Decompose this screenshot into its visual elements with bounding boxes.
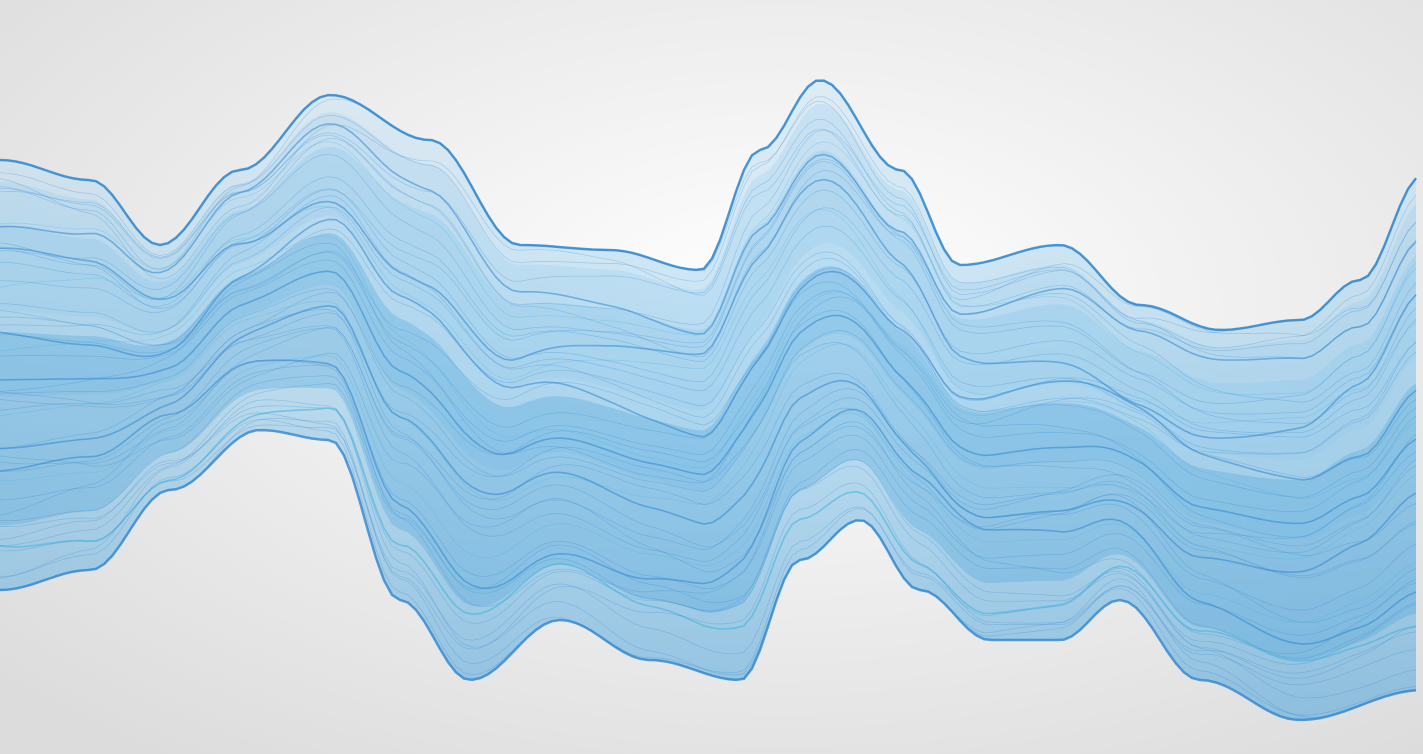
ribbon-strand — [0, 375, 1417, 659]
ribbon-layer — [0, 103, 1416, 461]
ribbon-strand — [0, 251, 1417, 498]
ribbon-strand — [0, 352, 1417, 624]
ribbon-strand — [0, 327, 1417, 611]
ribbon-top-edge — [0, 79, 1418, 332]
ribbon-strand — [0, 195, 1417, 438]
ribbon-body — [0, 80, 1416, 720]
ribbon-strand — [0, 206, 1417, 424]
ribbon-strand — [0, 178, 1417, 439]
ribbon-strand — [0, 118, 1417, 351]
ribbon-strand — [0, 138, 1417, 403]
ribbon-strand — [0, 250, 1417, 478]
ribbon-bottom-edge — [0, 428, 1417, 722]
ribbon-strand — [0, 399, 1417, 686]
ribbon-strand — [0, 206, 1417, 454]
ribbon-strand — [0, 270, 1417, 525]
ribbon-strand — [0, 259, 1417, 512]
ribbon-strand — [0, 419, 1417, 716]
ribbon-strand — [0, 383, 1417, 665]
ribbon-strand — [0, 327, 1417, 577]
ribbon-strand — [0, 355, 1417, 623]
ribbon-strand — [0, 407, 1417, 662]
ribbon-strand — [0, 304, 1417, 573]
ribbon-strand — [0, 98, 1417, 333]
ribbon-strand — [0, 228, 1417, 455]
ribbon-strand — [0, 218, 1417, 481]
ribbon-strand — [0, 242, 1417, 538]
ribbon-strand — [0, 96, 1417, 349]
ribbon-layer — [0, 146, 1416, 540]
ribbon-strand — [0, 412, 1417, 674]
ribbon-strand — [0, 141, 1417, 395]
ribbon-strand — [0, 291, 1417, 553]
ribbon-strand — [0, 424, 1417, 699]
ribbon-strand — [0, 188, 1417, 434]
ribbon-fills — [0, 80, 1416, 720]
ribbon-strand — [0, 122, 1417, 361]
ribbon-edges — [0, 79, 1418, 722]
ribbon-layer — [0, 233, 1416, 660]
ribbon-strand — [0, 124, 1417, 336]
ribbon-strand — [0, 364, 1417, 636]
ribbon-strand — [0, 405, 1417, 679]
ribbon-strand — [0, 288, 1417, 547]
ribbon-strand — [0, 176, 1417, 415]
ribbon-strand — [0, 235, 1417, 500]
ribbon-strand — [0, 153, 1417, 404]
ribbon-strand — [0, 325, 1417, 556]
ribbon-strand — [0, 158, 1417, 425]
ribbon-strand — [0, 300, 1417, 560]
ribbon-strand — [0, 359, 1417, 645]
ribbon-strand — [0, 309, 1417, 579]
ribbon-strands — [0, 79, 1417, 719]
ribbon-strand — [0, 312, 1417, 539]
